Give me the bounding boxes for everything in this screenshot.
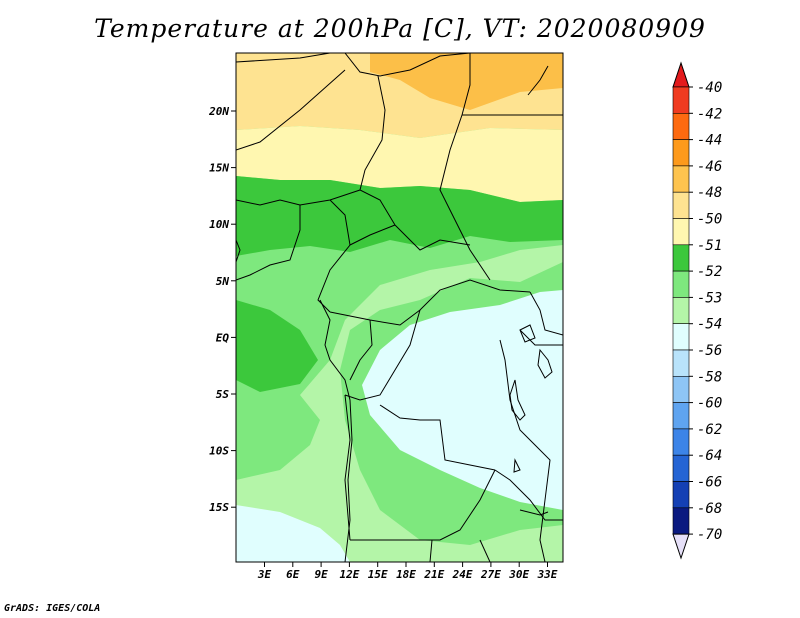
colorbar-label: -62 [697, 422, 722, 438]
plot-frame [235, 52, 564, 563]
lon-tick-label: 21E [423, 568, 444, 581]
latitude-axis: 20N 15N 10N 5N EQ 5S 10S 15S [208, 105, 236, 514]
lon-tick-label: 15E [368, 568, 388, 581]
field-cyan-central [362, 290, 563, 510]
lat-tick-label: 15N [209, 162, 229, 175]
colorbar-box [672, 349, 690, 377]
chart-title: Temperature at 200hPa [C], VT: 202008090… [94, 14, 706, 43]
coastline-and-lakes [236, 65, 553, 562]
colorbar-label: -40 [697, 80, 722, 96]
lon-tick-label: 18E [396, 568, 416, 581]
field-cyan-southwest [236, 505, 350, 562]
lat-tick-label: 10N [209, 218, 229, 231]
colorbar-box [672, 454, 690, 482]
country-borders [236, 53, 563, 562]
field-paleyellow-band [236, 126, 563, 202]
colorbar: -40 -42 -44 -46 -48 -50 -51 -52 -53 -54 -56 -58 -60 -… [672, 61, 722, 560]
colorbar-box [672, 402, 690, 430]
field-lightgreen-band [236, 245, 563, 562]
lon-tick-label: 27E [480, 568, 501, 581]
lat-tick-label: 10S [209, 445, 229, 458]
colorbar-bottom-arrow [672, 533, 690, 560]
colorbar-box [672, 481, 690, 509]
colorbar-box [672, 165, 690, 193]
colorbar-box [672, 139, 690, 167]
colorbar-label: -48 [697, 185, 722, 201]
lat-tick-label: EQ [216, 331, 230, 344]
colorbar-label: -60 [697, 396, 722, 412]
lat-tick-label: 5S [216, 388, 230, 401]
colorbar-box [672, 86, 690, 114]
colorbar-box [672, 244, 690, 272]
colorbar-label: -52 [697, 264, 722, 280]
colorbar-label: -53 [697, 290, 722, 306]
colorbar-label: -70 [697, 527, 722, 543]
colorbar-box [672, 191, 690, 219]
colorbar-box [672, 297, 690, 324]
colorbar-label: -58 [697, 369, 722, 385]
lon-tick-label: 12E [339, 568, 359, 581]
colorbar-box [672, 113, 690, 140]
grads-credit: GrADS: IGES/COLA [4, 603, 101, 614]
lon-tick-label: 33E [537, 568, 558, 581]
field-green-north [236, 176, 563, 256]
lon-tick-label: 6E [286, 568, 300, 581]
colorbar-label: -44 [697, 133, 722, 149]
colorbar-label: -68 [697, 501, 722, 517]
colorbar-box [672, 375, 690, 403]
colorbar-label: -56 [697, 343, 722, 359]
colorbar-box [672, 323, 690, 351]
colorbar-label: -64 [697, 448, 722, 464]
lon-tick-label: 3E [257, 568, 272, 581]
colorbar-label: -54 [697, 317, 722, 333]
longitude-axis: 3E 6E 9E 12E 15E 18E 21E 24E 27E 30E 33E [257, 562, 558, 581]
colorbar-label: -51 [697, 238, 722, 254]
lon-tick-label: 30E [508, 568, 529, 581]
colorbar-box [672, 270, 690, 298]
lat-tick-label: 5N [216, 275, 230, 288]
colorbar-label: -66 [697, 475, 722, 491]
field-green-west [236, 300, 318, 392]
lon-tick-label: 24E [452, 568, 473, 581]
colorbar-label: -46 [697, 159, 722, 175]
colorbar-box [672, 428, 690, 456]
lat-tick-label: 15S [209, 501, 229, 514]
colorbar-top-arrow [672, 61, 690, 88]
colorbar-box [672, 507, 690, 535]
temperature-field [236, 53, 563, 562]
lon-tick-label: 9E [314, 568, 328, 581]
colorbar-box [672, 218, 690, 246]
field-orange-patch [370, 53, 563, 110]
lat-tick-label: 20N [208, 105, 229, 118]
colorbar-label: -50 [697, 212, 722, 228]
colorbar-label: -42 [697, 106, 722, 122]
